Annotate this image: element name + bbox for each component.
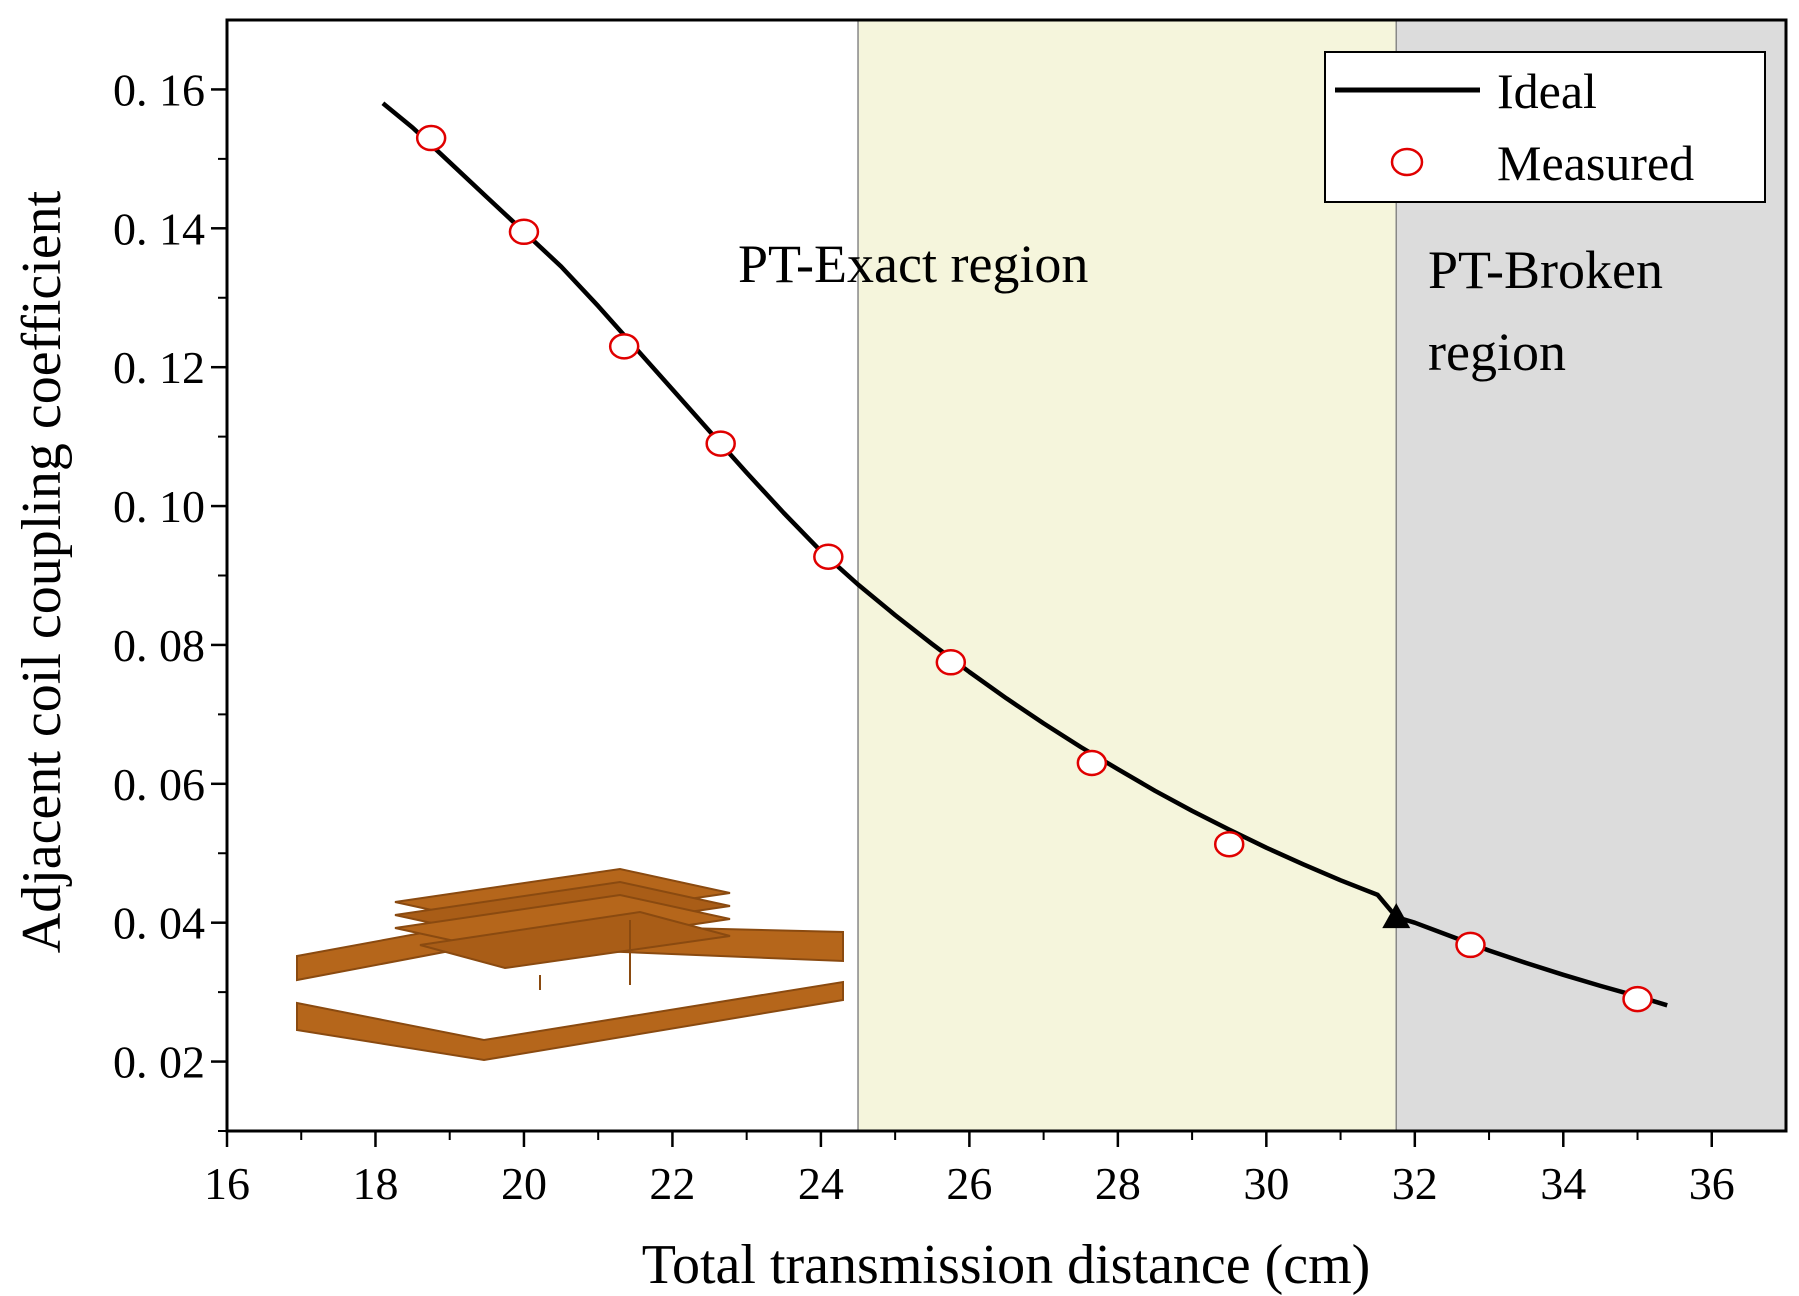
x-tick-label: 36: [1689, 1158, 1735, 1209]
x-tick-label: 32: [1392, 1158, 1438, 1209]
y-tick-label: 0. 02: [113, 1037, 205, 1088]
x-tick-label: 22: [649, 1158, 695, 1209]
measured-point: [608, 333, 640, 360]
y-axis-title: Adjacent coil coupling coefficient: [11, 190, 73, 953]
measured-point: [508, 218, 540, 246]
transition-triangle-marker: [1382, 903, 1411, 929]
region-borders: [857, 20, 1397, 1131]
x-tick-label: 26: [946, 1158, 992, 1209]
coil-structure-illustration: [296, 867, 844, 1062]
legend-box: [1324, 51, 1766, 203]
y-tick-label: 0. 06: [113, 759, 205, 810]
axes: 16 18 20 22 24 26 28 30 32 34 36 0. 02 0. 04 0. 06 0. …: [113, 18, 1788, 1209]
x-tick-label: 28: [1095, 1158, 1141, 1209]
x-tick-label: 24: [798, 1158, 844, 1209]
region-label-exact: PT-Exact region: [738, 234, 1088, 294]
measured-series: [415, 124, 1653, 1013]
measured-point: [1213, 830, 1245, 858]
y-tick-label: 0. 08: [113, 620, 205, 671]
x-tick-label: 18: [352, 1158, 398, 1209]
measured-point: [935, 649, 967, 676]
measured-point: [415, 124, 447, 152]
ideal-line: [381, 101, 1668, 1008]
y-tick-label: 0. 16: [113, 64, 205, 115]
x-axis-title: Total transmission distance (cm): [642, 1234, 1371, 1296]
region-label-broken: region: [1428, 322, 1566, 382]
measured-point: [813, 543, 844, 571]
legend: Ideal Measured: [1324, 51, 1766, 203]
shaded-regions: [858, 20, 1786, 1131]
x-tick-label: 30: [1243, 1158, 1289, 1209]
measured-point: [1455, 931, 1486, 959]
region-labels: PT-Exact region PT-Broken region: [738, 234, 1663, 382]
y-tick-label: 0. 12: [113, 342, 205, 393]
transition-point: [1382, 903, 1411, 929]
x-tick-label: 34: [1540, 1158, 1586, 1209]
measured-point: [1076, 749, 1108, 777]
legend-measured-label: Measured: [1497, 135, 1694, 191]
region-0-fill: [858, 20, 1397, 1131]
upper-coil-stack-icon: [394, 867, 731, 990]
measured-point: [1622, 985, 1653, 1013]
ideal-series: [381, 101, 1668, 1008]
x-tick-label: 16: [204, 1158, 250, 1209]
measured-point: [705, 430, 736, 457]
y-tick-label: 0. 04: [113, 898, 205, 949]
x-tick-label: 20: [501, 1158, 547, 1209]
legend-ideal-label: Ideal: [1497, 63, 1597, 119]
legend-measured-marker: [1390, 147, 1424, 177]
region-label-broken: PT-Broken: [1428, 240, 1663, 300]
y-tick-label: 0. 10: [113, 481, 205, 532]
y-tick-label: 0. 14: [113, 203, 205, 254]
